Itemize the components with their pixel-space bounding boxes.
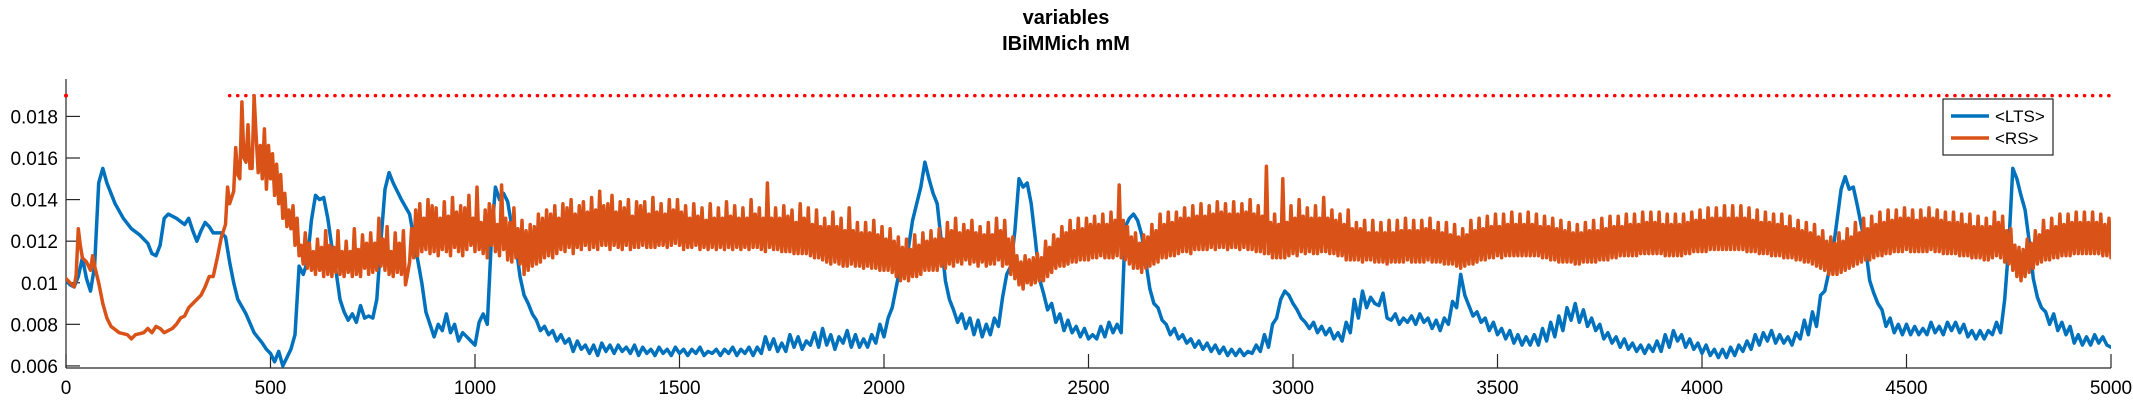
x-tick-label: 3000 (1272, 378, 1314, 399)
chart-legend: <LTS> <RS> (1942, 98, 2054, 156)
x-tick-label: 4000 (1681, 378, 1723, 399)
series-line-lts (66, 160, 2111, 368)
y-tick-label: 0.018 (10, 107, 58, 128)
y-tick-label: 0.006 (10, 357, 58, 378)
x-tick-label: 5000 (2090, 378, 2132, 399)
y-tick-label: 0.008 (10, 315, 58, 336)
legend-label: <RS> (1995, 129, 2039, 148)
chart-subtitle: IBiMMich mM (1002, 33, 1130, 55)
reference-dot (64, 93, 68, 98)
x-tick-label: 2500 (1067, 378, 1109, 399)
x-tick-label: 1500 (658, 378, 700, 399)
x-tick-label: 1000 (454, 378, 496, 399)
y-tick-label: 0.016 (10, 149, 58, 170)
x-tick-label: 2000 (863, 378, 905, 399)
x-tick-label: 3500 (1476, 378, 1518, 399)
legend-box (1942, 98, 2054, 156)
series-line-rs (66, 93, 2111, 341)
y-tick-label: 0.014 (10, 191, 58, 212)
y-tick-label: 0.012 (10, 232, 58, 253)
plot-area: 0 500 1000 1500 2000 2500 3000 3500 4000 4500 5000… (10, 79, 2132, 399)
y-tick-label: 0.01 (21, 274, 58, 295)
x-tick-label: 500 (255, 378, 287, 399)
x-tick-label: 0 (61, 378, 72, 399)
chart-title: variables (1023, 7, 1110, 29)
x-tick-label: 4500 (1885, 378, 1927, 399)
legend-label: <LTS> (1995, 107, 2045, 126)
